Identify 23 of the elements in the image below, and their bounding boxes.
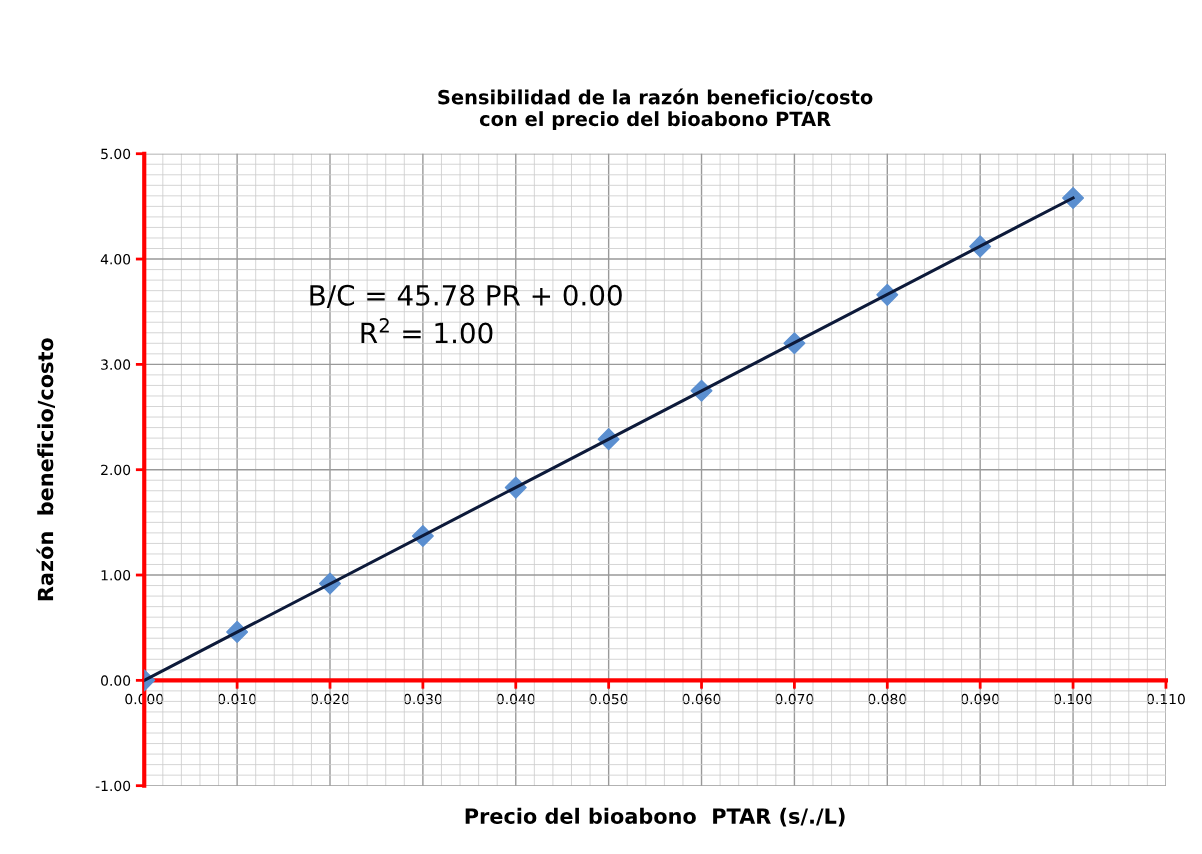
y-tick-label: 2.00 bbox=[101, 464, 131, 476]
annotation: B/C = 45.78 PR + 0.00 bbox=[310, 284, 622, 308]
x-tick-label: 0.040 bbox=[496, 693, 535, 705]
x-tick-label: 0.070 bbox=[775, 693, 814, 705]
x-tick-label: 0.060 bbox=[682, 693, 721, 705]
y-tick-label: 1.00 bbox=[101, 570, 131, 581]
x-tick-label: 0.050 bbox=[589, 693, 628, 705]
x-tick-label: 0.030 bbox=[403, 693, 442, 705]
y-tick-label: 3.00 bbox=[101, 359, 131, 370]
x-tick-label: 0.110 bbox=[1146, 693, 1185, 705]
x-axis-title: Precio del bioabono PTAR (s/./L) bbox=[465, 807, 845, 827]
x-tick-label: 0.090 bbox=[961, 693, 1000, 705]
x-tick-label: 0.100 bbox=[1054, 693, 1093, 705]
x-tick-label: 0.020 bbox=[311, 693, 349, 705]
chart-title: Sensibilidad de la razón beneficio/costo con el precio del bioabono PTAR bbox=[438, 88, 873, 130]
y-tick-label: 4.00 bbox=[100, 254, 131, 265]
y-axis-title: Razón beneficio/costo bbox=[36, 338, 55, 601]
y-tick-label: 5.00 bbox=[101, 148, 131, 160]
x-tick-label: 0.080 bbox=[868, 693, 907, 705]
y-tick-label: 0.00 bbox=[101, 675, 131, 686]
x-tick-label: 0.010 bbox=[218, 693, 257, 705]
annotation: R$^{2}$ = 1.00 bbox=[361, 318, 493, 344]
y-tick-label: -1.00 bbox=[95, 780, 131, 792]
